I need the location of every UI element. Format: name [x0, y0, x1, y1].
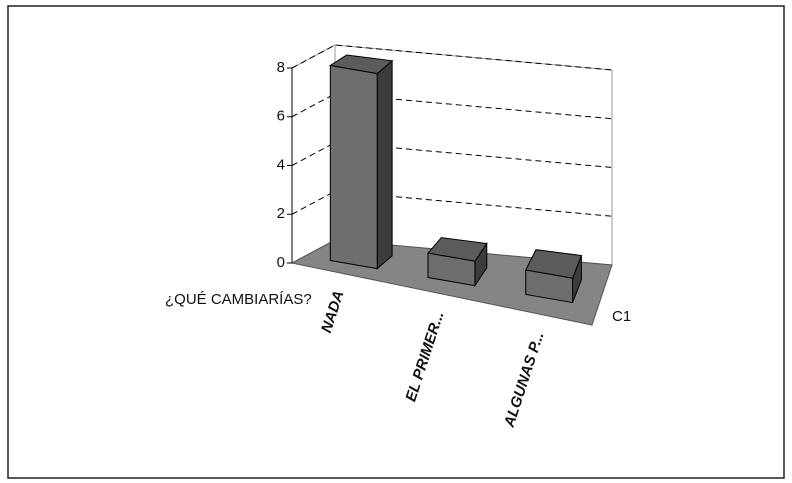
- bar-front: [525, 269, 574, 304]
- series-label: C1: [612, 308, 631, 325]
- x-axis-title: ¿QUÉ CAMBIARÍAS?: [165, 291, 312, 308]
- bar-front: [427, 252, 476, 287]
- grid-line: [291, 190, 613, 217]
- y-tick-label: 0: [277, 254, 285, 271]
- y-tick-label: 8: [277, 59, 285, 76]
- grid-line: [291, 141, 613, 168]
- bar-front: [329, 64, 378, 270]
- bar-side: [376, 59, 393, 270]
- y-tick-label: 6: [277, 108, 285, 125]
- y-tick-label: 4: [277, 156, 285, 173]
- grid-line: [291, 93, 613, 120]
- y-tick-label: 2: [277, 205, 285, 222]
- grid-line: [291, 44, 613, 71]
